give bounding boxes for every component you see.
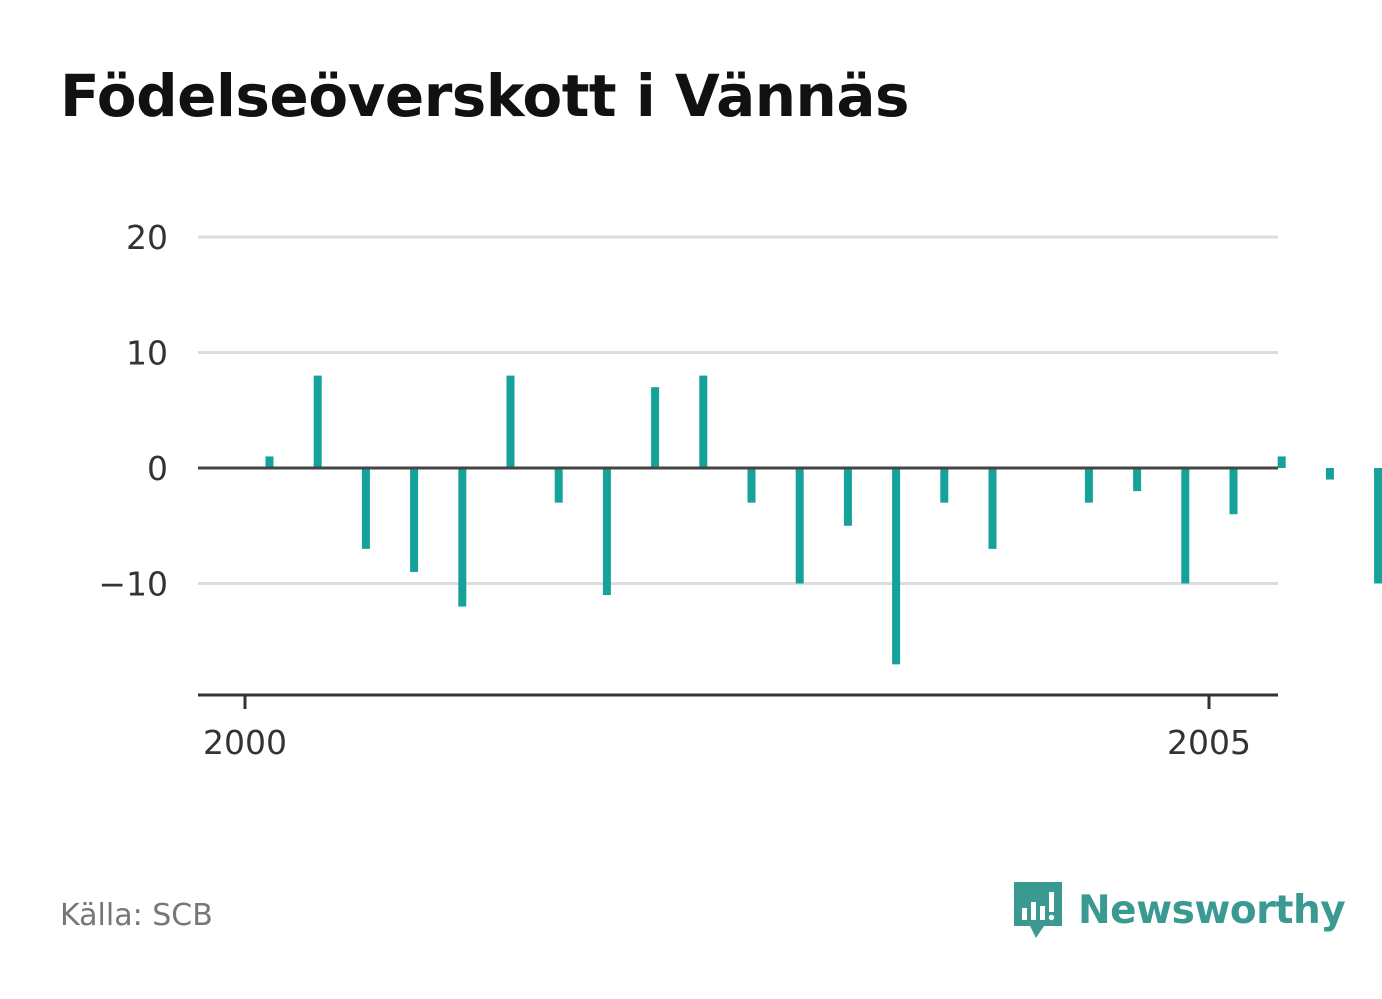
bar-2000-Q1 (265, 456, 274, 468)
bar-2002-Q2 (699, 375, 708, 468)
y-tick-label: 10 (126, 334, 168, 373)
bar-2004-Q3 (1133, 468, 1142, 492)
bar-2004-Q2 (1084, 468, 1093, 503)
bar-2004-Q4 (1181, 468, 1190, 584)
bar-2002-Q3 (747, 468, 756, 503)
bar-2000-Q3 (361, 468, 370, 549)
newsworthy-logo-icon (1014, 882, 1062, 938)
bar-2003-Q3 (940, 468, 949, 503)
y-tick-label: −10 (98, 565, 168, 604)
grid-lines (198, 235, 1278, 585)
bar-2005-Q4 (1374, 468, 1382, 584)
y-tick-label: 0 (147, 449, 168, 488)
y-tick-label: 20 (126, 218, 168, 257)
bar-2005-Q1 (1229, 468, 1238, 515)
source-note: Källa: SCB (60, 898, 213, 933)
brand-name: Newsworthy (1078, 887, 1346, 933)
bar-2001-Q1 (458, 468, 467, 607)
chart-title: Födelseöverskott i Vännäs (60, 62, 910, 130)
bar-2002-Q4 (795, 468, 804, 584)
bar-2000-Q2 (313, 375, 322, 468)
x-tick-label: 2005 (1167, 723, 1251, 762)
bar-2003-Q4 (988, 468, 997, 549)
bar-2003-Q1 (843, 468, 852, 526)
x-tick-label: 2000 (203, 723, 287, 762)
bar-2005-Q2 (1277, 456, 1286, 468)
bar-2003-Q2 (892, 468, 901, 665)
brand[interactable]: Newsworthy (1010, 878, 1346, 942)
bars (265, 375, 1382, 665)
bar-2001-Q2 (506, 375, 515, 468)
bar-2001-Q4 (602, 468, 611, 596)
bar-2001-Q3 (554, 468, 563, 503)
bar-2002-Q1 (651, 387, 660, 468)
bar-2005-Q3 (1325, 468, 1334, 480)
bar-2000-Q4 (410, 468, 419, 572)
